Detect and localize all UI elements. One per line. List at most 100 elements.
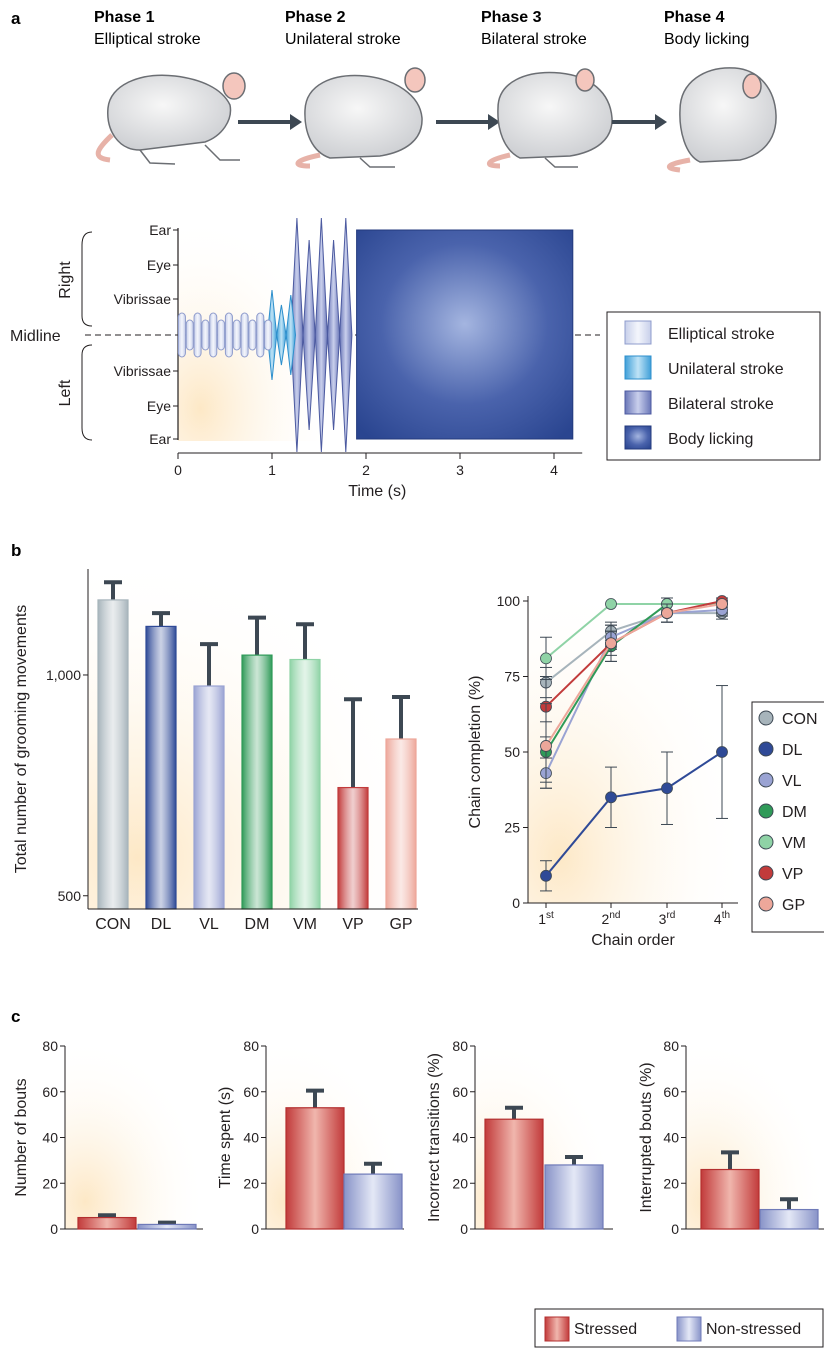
l-legend-marker bbox=[758, 741, 774, 757]
phase-2-subtitle: Unilateral stroke bbox=[285, 31, 401, 48]
l-legend-marker bbox=[758, 896, 774, 912]
c-y-tick-label: 40 bbox=[663, 1130, 679, 1146]
rat-phase-3-illustration bbox=[486, 68, 613, 169]
elliptical-stroke bbox=[256, 312, 265, 358]
c-y-tick-label: 80 bbox=[663, 1038, 679, 1054]
c-bar bbox=[700, 1168, 760, 1230]
bilateral-stroke bbox=[326, 239, 341, 431]
a-x-tick-label: 1 bbox=[268, 462, 276, 478]
b-bar-highlight bbox=[241, 654, 273, 910]
c-y-tick-label: 0 bbox=[671, 1221, 679, 1237]
arrow-3 bbox=[612, 114, 667, 130]
b-bar-highlight bbox=[337, 786, 369, 910]
l-x-tick-label: 2nd bbox=[602, 910, 621, 927]
l-data-point bbox=[661, 607, 673, 619]
b-x-tick-label: CON bbox=[95, 916, 131, 933]
arrow-2 bbox=[436, 114, 500, 130]
b-bar-highlight bbox=[193, 685, 225, 910]
phase-1-subtitle: Elliptical stroke bbox=[94, 31, 201, 48]
c-legend-label-stressed: Stressed bbox=[574, 1321, 637, 1338]
elliptical-stroke bbox=[264, 319, 273, 351]
c-y-axis-label: Incorrect transitions (%) bbox=[426, 1053, 443, 1222]
bilateral-stroke bbox=[302, 239, 316, 431]
elliptical-stroke bbox=[224, 312, 233, 358]
l-x-axis-label: Chain order bbox=[591, 932, 675, 949]
c-bar bbox=[285, 1107, 345, 1230]
rat-phase-1-illustration bbox=[95, 72, 246, 165]
a-y-tick-label: Vibrissae bbox=[114, 363, 172, 379]
l-legend-label: VP bbox=[782, 866, 803, 883]
l-y-tick-label: 75 bbox=[504, 669, 520, 685]
l-data-point bbox=[716, 746, 728, 758]
c-chart-background bbox=[65, 1046, 200, 1229]
a-x-tick-label: 2 bbox=[362, 462, 370, 478]
b-x-tick-label: VP bbox=[342, 916, 363, 933]
panel-b-bar-chart: 500 1,000 Total number of grooming movemen… bbox=[13, 569, 418, 933]
c-bar bbox=[484, 1118, 544, 1230]
b-x-tick-label: VM bbox=[293, 916, 317, 933]
a-legend-swatch bbox=[624, 320, 652, 345]
a-legend-swatch bbox=[624, 390, 652, 415]
phase-4-title: Phase 4 bbox=[664, 9, 725, 26]
l-series-line bbox=[545, 603, 723, 747]
c-bar bbox=[77, 1216, 137, 1230]
l-legend-marker bbox=[758, 865, 774, 881]
elliptical-stroke bbox=[217, 319, 226, 351]
l-series-line bbox=[545, 612, 722, 684]
l-x-tick-label: 1st bbox=[538, 910, 554, 927]
c-bar bbox=[544, 1164, 604, 1230]
b-bar-highlight bbox=[289, 658, 321, 910]
c-y-tick-label: 40 bbox=[243, 1130, 259, 1146]
c-y-tick-label: 60 bbox=[452, 1084, 468, 1100]
elliptical-stroke bbox=[201, 319, 210, 351]
a-group-label-left: Left bbox=[57, 379, 74, 406]
a-legend-label: Body licking bbox=[668, 431, 753, 448]
l-y-tick-label: 25 bbox=[504, 820, 520, 836]
phase-3-title: Phase 3 bbox=[481, 9, 542, 26]
l-data-point bbox=[605, 598, 617, 610]
elliptical-stroke bbox=[240, 312, 249, 358]
elliptical-stroke bbox=[177, 312, 186, 358]
l-x-tick-label: 3rd bbox=[659, 910, 676, 927]
l-series-line bbox=[545, 603, 722, 660]
l-legend-label: VM bbox=[782, 835, 806, 852]
l-data-point bbox=[661, 782, 673, 795]
c-y-tick-label: 60 bbox=[42, 1084, 58, 1100]
phase-1-title: Phase 1 bbox=[94, 9, 155, 26]
a-legend-label: Elliptical stroke bbox=[668, 326, 775, 343]
l-y-tick-label: 0 bbox=[512, 895, 520, 911]
a-x-tick-label: 0 bbox=[174, 462, 182, 478]
b-x-tick-label: VL bbox=[199, 916, 219, 933]
a-legend-label: Bilateral stroke bbox=[668, 396, 774, 413]
l-legend-marker bbox=[758, 710, 774, 726]
body-licking-block bbox=[356, 229, 574, 440]
b-x-tick-label: DL bbox=[151, 916, 172, 933]
l-data-point bbox=[605, 791, 617, 804]
l-legend-marker bbox=[758, 803, 774, 819]
phase-2-title: Phase 2 bbox=[285, 9, 346, 26]
l-y-axis-label: Chain completion (%) bbox=[467, 676, 484, 829]
a-brace-left bbox=[81, 344, 93, 441]
elliptical-stroke bbox=[193, 312, 202, 358]
unilateral-stroke bbox=[276, 304, 287, 366]
unilateral-stroke bbox=[285, 294, 297, 376]
l-legend-label: DM bbox=[782, 804, 807, 821]
a-y-tick-label: Ear bbox=[149, 222, 171, 238]
panel-c-bar-charts: 0 20 40 60 80 Number of bouts 0 20 40 60 80 Time sp… bbox=[13, 1038, 824, 1348]
b-bar-highlight bbox=[97, 599, 129, 910]
a-group-label-right: Right bbox=[57, 261, 74, 299]
bilateral-stroke bbox=[339, 217, 353, 453]
a-legend-swatch bbox=[624, 355, 652, 380]
l-legend-label: CON bbox=[782, 711, 818, 728]
a-x-axis-label: Time (s) bbox=[348, 483, 406, 500]
b-y-axis-label: Total number of grooming movements bbox=[13, 605, 30, 874]
c-bar bbox=[343, 1173, 403, 1230]
a-midline-label: Midline bbox=[10, 328, 61, 345]
l-x-tick-label: 4th bbox=[714, 910, 730, 927]
a-y-tick-label: Eye bbox=[147, 398, 171, 414]
b-bar-highlight bbox=[385, 738, 417, 910]
panel-letter-c: c bbox=[11, 1007, 20, 1026]
c-legend-label-nonstressed: Non-stressed bbox=[706, 1321, 801, 1338]
l-y-tick-label: 50 bbox=[504, 744, 520, 760]
c-y-tick-label: 0 bbox=[50, 1221, 58, 1237]
